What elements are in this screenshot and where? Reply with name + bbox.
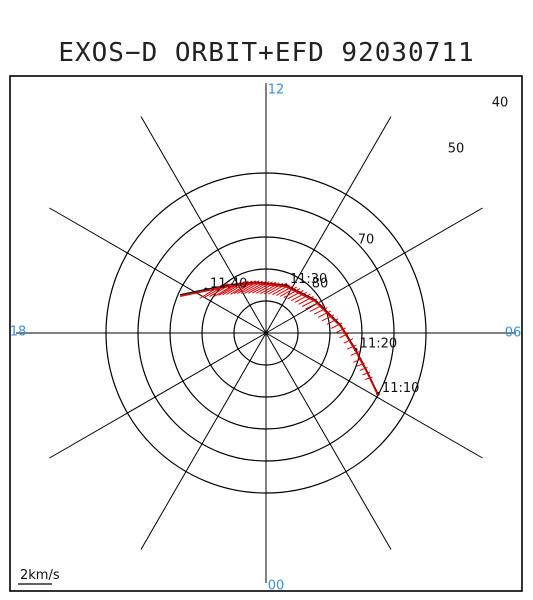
efd-vector <box>359 366 368 371</box>
efd-vector <box>356 362 365 367</box>
chart-title: EXOS−D ORBIT+EFD 92030711 <box>58 38 475 68</box>
scale-bar-group: 2km/s <box>18 568 60 585</box>
efd-vector <box>204 283 229 298</box>
mlt-spoke-10 <box>265 116 392 334</box>
efd-vector <box>233 280 256 295</box>
axis-labels: 12 06 00 18 40 50 70 80 11:10 11:20 11:30 11:40 <box>10 83 522 594</box>
efd-vector <box>290 291 307 302</box>
mlt-spoke-16 <box>49 207 267 334</box>
efd-vector <box>248 281 270 294</box>
efd-vector <box>339 332 350 339</box>
efd-vector <box>276 285 294 296</box>
efd-vector <box>222 281 245 296</box>
efd-vector <box>283 288 301 299</box>
time-mark-label: 11:40 <box>210 276 247 291</box>
mlt-label-06: 06 <box>505 326 522 341</box>
efd-vector <box>226 280 249 295</box>
efd-vector <box>252 281 273 294</box>
orbit-layer <box>179 281 380 396</box>
lat-label-50: 50 <box>448 142 465 157</box>
efd-vector <box>259 282 280 295</box>
mlt-spoke-4 <box>265 332 483 459</box>
mlt-label-12: 12 <box>268 83 285 98</box>
efd-vector <box>256 281 277 294</box>
efd-vector-layer <box>179 280 379 396</box>
time-mark-label: 11:30 <box>290 272 327 287</box>
efd-vector <box>365 376 373 380</box>
efd-vector <box>350 351 360 356</box>
lat-label-70: 70 <box>358 233 375 248</box>
efd-vector <box>287 289 304 300</box>
polar-grid <box>16 83 516 583</box>
efd-vector <box>199 283 224 299</box>
mlt-label-00: 00 <box>268 579 285 594</box>
efd-vector <box>209 282 233 298</box>
efd-vector <box>279 286 297 297</box>
mlt-spoke-14 <box>140 116 267 334</box>
mlt-spoke-8 <box>265 207 483 334</box>
efd-vector <box>326 318 339 325</box>
mlt-spoke-20 <box>49 332 267 459</box>
mlt-spoke-22 <box>140 332 267 550</box>
efd-vector <box>317 310 331 318</box>
efd-vector <box>230 280 253 295</box>
time-mark-label: 11:20 <box>360 337 397 352</box>
efd-vector <box>347 344 357 350</box>
efd-vector <box>218 281 242 296</box>
efd-vector <box>309 304 324 312</box>
time-mark-label: 11:10 <box>382 381 419 396</box>
scale-label: 2km/s <box>20 568 60 583</box>
efd-vector <box>264 282 284 295</box>
efd-trace <box>179 282 379 396</box>
mlt-spoke-2 <box>265 332 392 550</box>
plot-frame <box>9 75 523 592</box>
lat-label-40: 40 <box>492 96 509 111</box>
efd-vector <box>343 338 354 344</box>
efd-vector <box>362 371 371 376</box>
efd-vector <box>331 322 343 329</box>
efd-vector <box>294 293 311 303</box>
efd-vector <box>321 314 335 322</box>
lat-label-80: 80 <box>312 277 329 292</box>
efd-vector <box>298 296 314 305</box>
efd-vector <box>335 327 347 334</box>
mlt-label-18: 18 <box>10 325 27 340</box>
plot-frame-group <box>9 75 523 592</box>
efd-vector <box>313 307 328 315</box>
